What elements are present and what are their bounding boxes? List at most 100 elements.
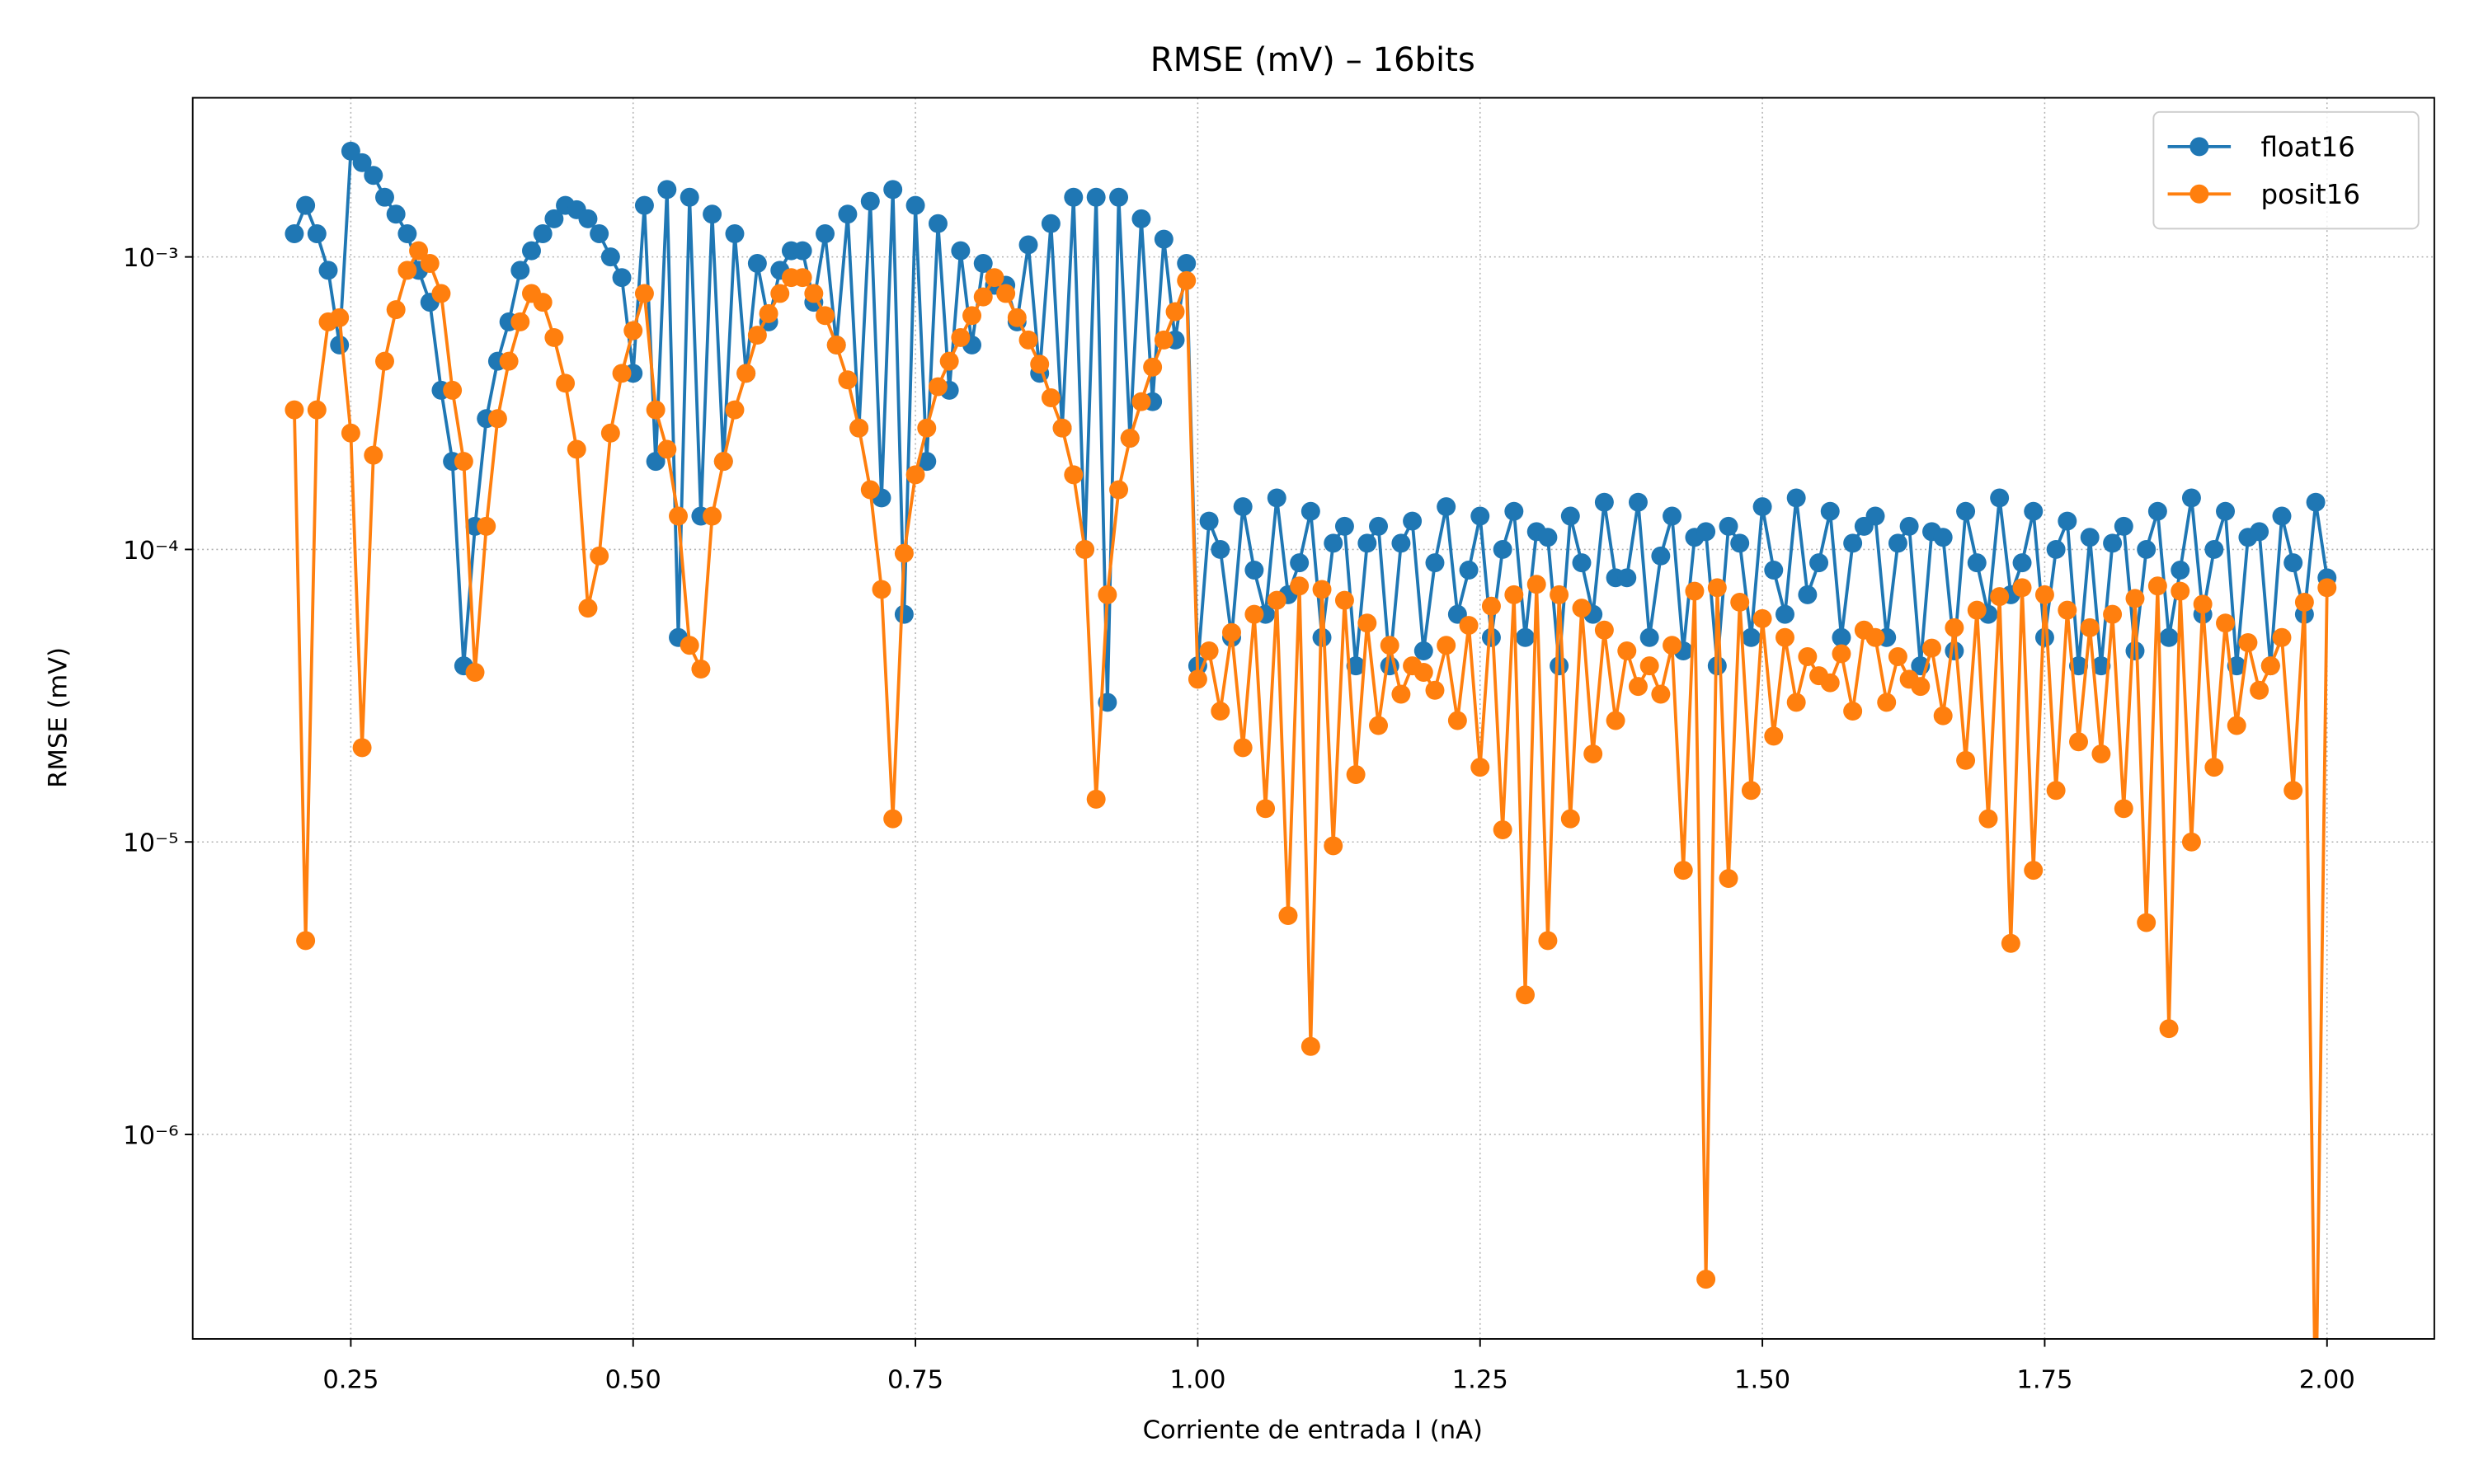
data-point [1007, 308, 1027, 327]
data-point [1120, 429, 1140, 448]
data-point [1493, 539, 1512, 559]
data-point [747, 254, 767, 274]
data-point [1786, 488, 1806, 508]
data-point [996, 284, 1016, 303]
data-point [397, 261, 417, 280]
data-point [816, 306, 835, 326]
data-point [1730, 533, 1750, 553]
data-point [1594, 620, 1614, 640]
data-point [1211, 702, 1230, 721]
data-point [1324, 836, 1343, 856]
data-point [386, 300, 406, 320]
data-point [725, 400, 745, 420]
data-point [1888, 533, 1907, 553]
data-point [1222, 622, 1241, 642]
data-point [2046, 781, 2066, 801]
data-point [1820, 501, 1840, 521]
data-point [1865, 506, 1885, 526]
data-point [1719, 869, 1738, 889]
data-point [318, 261, 338, 280]
data-point [634, 195, 654, 215]
data-point [2317, 578, 2337, 598]
data-point [2204, 539, 2224, 559]
data-point [1267, 590, 1286, 610]
data-point [1776, 604, 1794, 624]
axes-frame [191, 96, 2435, 1340]
data-point [1481, 627, 1501, 647]
data-point [1956, 501, 1976, 521]
data-point [1651, 684, 1671, 704]
legend-marker [2189, 137, 2209, 157]
data-point [703, 506, 722, 526]
data-point [860, 480, 880, 500]
data-point [499, 351, 519, 371]
data-point [465, 663, 485, 682]
data-point [1109, 480, 1129, 500]
data-point [1741, 781, 1761, 801]
data-point [1064, 187, 1084, 207]
data-point [1776, 627, 1794, 647]
data-point [951, 241, 971, 261]
data-point [1211, 539, 1230, 559]
data-point [1550, 585, 1569, 604]
data-point [330, 308, 350, 327]
data-point [2159, 627, 2179, 647]
data-point [1018, 235, 1038, 255]
data-point [1267, 488, 1286, 508]
x-tick-label: 2.00 [2299, 1365, 2355, 1394]
data-point [1075, 539, 1094, 559]
data-point [894, 543, 914, 563]
data-point [2272, 506, 2292, 526]
data-point [1639, 627, 1659, 647]
data-point [2034, 585, 2054, 604]
data-point [1312, 580, 1332, 599]
data-point [1470, 758, 1490, 777]
data-point [1334, 590, 1354, 610]
x-tick-label: 1.00 [1169, 1365, 1225, 1394]
data-point [1425, 680, 1445, 700]
data-point [1290, 576, 1310, 596]
y-axis-label: RMSE (mV) [45, 647, 73, 788]
data-point [849, 418, 869, 438]
data-point [612, 364, 632, 383]
data-point [860, 191, 880, 211]
data-point [1752, 608, 1772, 628]
data-point [1820, 673, 1840, 693]
x-tick-label: 0.75 [887, 1365, 943, 1394]
data-point [600, 423, 620, 443]
data-point [917, 418, 937, 438]
data-point [1707, 578, 1727, 598]
legend-box [2152, 110, 2420, 230]
data-point [1098, 585, 1117, 604]
data-point [1663, 506, 1682, 526]
data-point [838, 204, 858, 224]
data-point [375, 187, 394, 207]
data-point [928, 377, 948, 397]
data-point [1933, 528, 1953, 547]
data-point [1696, 522, 1716, 542]
data-point [1843, 533, 1863, 553]
data-point [2103, 604, 2123, 624]
data-point [1233, 497, 1253, 517]
data-point [973, 254, 993, 274]
data-point [1764, 726, 1784, 746]
data-point [578, 209, 598, 228]
data-point [894, 604, 914, 624]
data-point [1154, 229, 1174, 249]
y-tick-label: 10⁻⁶ [123, 1122, 178, 1151]
data-point [285, 224, 304, 244]
data-point [725, 224, 745, 244]
data-point [1990, 488, 2010, 508]
data-point [1786, 693, 1806, 712]
data-point [1380, 636, 1399, 655]
data-point [556, 373, 576, 393]
data-point [2091, 744, 2111, 763]
data-point [352, 153, 372, 172]
data-point [1300, 1036, 1320, 1056]
data-point [1018, 330, 1038, 350]
data-point [1696, 1270, 1716, 1289]
data-point [680, 636, 699, 655]
data-point [533, 293, 553, 312]
data-point [2216, 501, 2236, 521]
data-point [883, 809, 903, 829]
